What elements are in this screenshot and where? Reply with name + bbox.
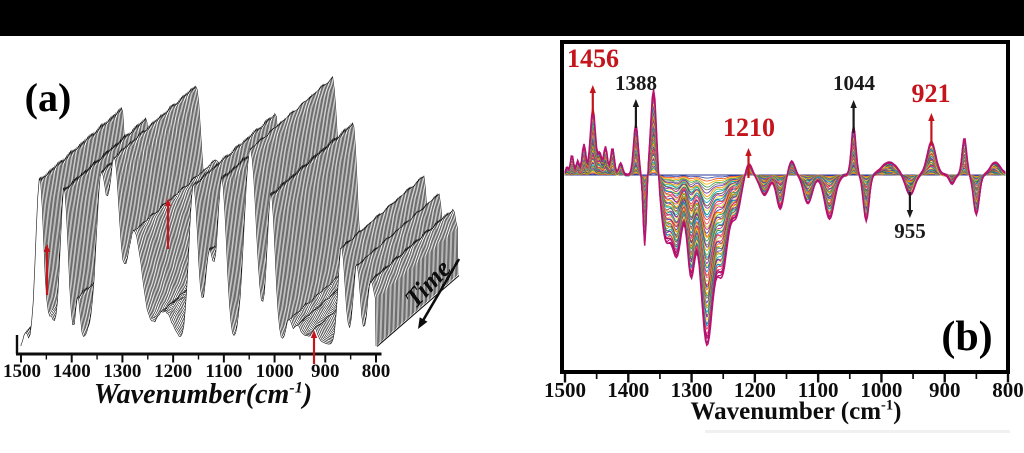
x-tick-label: 1100 (798, 378, 839, 402)
red-arrow-1210-head (164, 198, 172, 206)
time-arrow-head (418, 317, 428, 329)
x-tick-label: 1300 (103, 361, 141, 382)
axis-title-close-b: ) (893, 398, 902, 425)
spectrum-trace (20, 147, 377, 347)
peak-label-1044: 1044 (833, 71, 875, 95)
x-tick-label: 1000 (860, 378, 902, 402)
x-tick-label: 1500 (3, 361, 41, 382)
up-arrow-1210-head (745, 148, 752, 156)
red-arrow-921-head (310, 330, 318, 338)
x-tick-label: 1400 (53, 361, 91, 382)
axis-title-superscript-a: -1 (289, 378, 303, 397)
panel-a-arrows (43, 198, 461, 364)
panel-b-difference-spectra-plot: 1500 1400 1300 1200 1100 1000 900 800 (544, 40, 1024, 402)
up-arrow-1456-head (589, 85, 596, 93)
x-tick-label: 1200 (734, 378, 776, 402)
peak-label-1456: 1456 (567, 44, 619, 73)
plot-box-border (560, 40, 1010, 374)
x-tick-label: 800 (362, 361, 391, 382)
panel-a-letter: (a) (24, 75, 72, 120)
x-tick-label: 1200 (154, 361, 192, 382)
up-arrow-921-head (928, 113, 935, 121)
waterfall-base-edge (376, 275, 460, 347)
up-arrow-1044-head (850, 100, 857, 108)
x-tick-label: 900 (311, 361, 340, 382)
scan-artifact-smudge (705, 430, 1010, 433)
plot-box-fill (562, 42, 1008, 372)
down-arrow-955-head (906, 210, 914, 218)
panel-b-x-axis-title: Wavenumber (cm-1) (690, 397, 902, 425)
time-arrow-shaft (421, 258, 461, 322)
difference-spectrum-trace (564, 89, 1006, 347)
axis-title-text-b: Wavenumber (cm (690, 398, 882, 425)
x-tick-label: 1000 (256, 361, 294, 382)
axis-title-close-a: ) (302, 379, 313, 410)
peak-label-955: 955 (894, 219, 926, 243)
up-arrow-1388-head (632, 99, 640, 107)
x-tick-label: 1100 (205, 361, 242, 382)
difference-spectra-traces (564, 89, 1006, 347)
peak-label-1388: 1388 (615, 71, 657, 95)
axis-title-text-a: Wavenumber(cm (93, 379, 290, 410)
peak-label-921: 921 (911, 79, 951, 108)
x-tick-label: 1400 (607, 378, 649, 402)
axis-title-superscript-b: -1 (881, 397, 894, 414)
top-black-bar (0, 0, 1024, 36)
x-tick-label: 1300 (671, 378, 713, 402)
panel-b-letter: (b) (941, 314, 993, 360)
x-tick-label: 800 (992, 378, 1024, 402)
peak-label-1210: 1210 (723, 113, 775, 142)
x-tick-label: 900 (929, 378, 961, 402)
x-tick-label: 1500 (544, 378, 586, 402)
panel-b-x-axis: 1500 1400 1300 1200 1100 1000 900 800 (544, 374, 1024, 402)
panel-a-x-axis: 1500 1400 1300 1200 1100 1000 900 800 (3, 335, 390, 382)
panel-a-x-axis-title: Wavenumber(cm-1) (93, 378, 313, 410)
red-arrow-1456-head (43, 244, 51, 252)
waterfall-traces (20, 75, 459, 347)
panel-a-waterfall-plot: 1500 1400 1300 1200 1100 1000 900 800 (3, 75, 461, 382)
panel-b-arrows (589, 85, 935, 218)
